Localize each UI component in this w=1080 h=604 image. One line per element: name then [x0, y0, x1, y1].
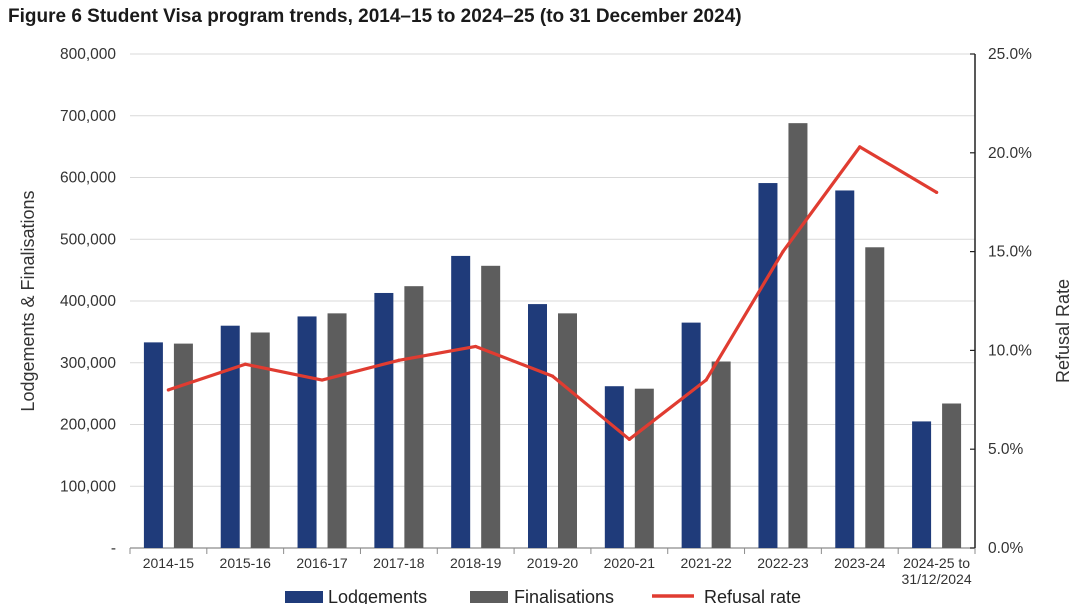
axes: [129, 53, 976, 554]
y-left-tick-label: 100,000: [60, 478, 116, 495]
x-tick-label: 2021-22: [680, 555, 732, 571]
lodgements-bar: [835, 190, 855, 548]
y-left-tick-label: 300,000: [60, 355, 116, 372]
y-right-tick-label: 25.0%: [988, 46, 1032, 63]
chart-title: Figure 6 Student Visa program trends, 20…: [8, 6, 742, 27]
watermark-text: 大数跨境: [40, 568, 104, 587]
refusal-rate-point: [320, 378, 324, 382]
finalisations-bar: [634, 388, 654, 548]
lodgements-bar: [758, 183, 778, 548]
refusal-rate-point: [934, 190, 939, 194]
finalisations-bar: [942, 403, 962, 548]
legend: Lodgements Finalisations Refusal rate: [285, 587, 801, 604]
finalisations-bar: [250, 332, 270, 548]
x-tick-label: 2014-15: [143, 555, 195, 571]
y-left-tick-label: 400,000: [60, 293, 116, 310]
x-tick-label: 2016-17: [296, 555, 348, 571]
lodgements-bar: [528, 304, 547, 548]
legend-swatch-lodgements: [285, 591, 323, 603]
x-tick-label: 31/12/2024: [902, 571, 972, 587]
y-left-tick-label: 700,000: [60, 108, 116, 125]
y-left-tick-label: 600,000: [60, 170, 116, 187]
refusal-rate-point: [397, 358, 401, 362]
refusal-rate-line-group: [166, 145, 939, 441]
watermark-logo-icon: [10, 567, 30, 587]
finalisations-bar: [711, 361, 731, 548]
y-left-axis-title: Lodgements & Finalisations: [18, 190, 38, 411]
x-tick-label: 2022-23: [757, 555, 809, 571]
finalisations-bar: [558, 313, 577, 548]
lodgements-bar: [912, 421, 932, 548]
refusal-rate-point: [858, 145, 862, 149]
x-tick-label: 2023-24: [834, 555, 886, 571]
y-right-tick-label: 20.0%: [988, 145, 1032, 162]
lodgements-bar: [451, 255, 471, 549]
x-tick-label: 2020-21: [604, 555, 656, 571]
finalisations-bar: [327, 313, 347, 548]
y-left-tick-label: -: [111, 540, 116, 557]
finalisations-bar: [865, 247, 885, 548]
finalisations-bar: [481, 265, 501, 548]
lodgements-bar: [374, 292, 394, 548]
legend-swatch-finalisations: [470, 591, 508, 603]
legend-label: Lodgements: [328, 587, 427, 604]
refusal-rate-point: [243, 362, 247, 366]
finalisations-bar: [173, 343, 193, 548]
y-right-tick-label: 10.0%: [988, 342, 1032, 359]
y-right-tick-label: 0.0%: [988, 540, 1024, 557]
lodgements-bar: [220, 325, 240, 548]
y-right-axis-title: Refusal Rate: [1053, 279, 1073, 383]
refusal-rate-line: [166, 145, 939, 441]
x-tick-label: 2017-18: [373, 555, 425, 571]
y-left-tick-label: 800,000: [60, 46, 116, 63]
tick-labels: - 100,000 200,000 300,000 400,000 500,000 600,…: [18, 46, 1073, 587]
refusal-rate-point: [550, 374, 555, 378]
bars: [143, 123, 962, 549]
gridlines: [130, 53, 975, 487]
y-right-tick-label: 15.0%: [988, 244, 1032, 261]
y-left-tick-label: 500,000: [60, 231, 116, 248]
x-tick-label: 2015-16: [220, 555, 272, 571]
x-tick-label: 2018-19: [450, 555, 502, 571]
lodgements-bar: [297, 316, 317, 548]
legend-label: Finalisations: [514, 587, 614, 604]
x-tick-label: 2024-25 to: [903, 555, 970, 571]
refusal-rate-point: [704, 378, 708, 382]
lodgements-bar: [681, 322, 701, 548]
lodgements-bar: [143, 342, 163, 548]
y-right-tick-label: 5.0%: [988, 441, 1024, 458]
refusal-rate-point: [627, 437, 631, 441]
lodgements-bar: [604, 386, 624, 548]
watermark: 大数跨境: [10, 567, 104, 587]
finalisations-bar: [404, 286, 424, 548]
refusal-rate-point: [474, 344, 478, 349]
legend-label: Refusal rate: [704, 587, 801, 604]
refusal-rate-point: [781, 250, 785, 254]
refusal-rate-point: [166, 388, 171, 392]
finalisations-bar: [788, 123, 808, 548]
y-left-tick-label: 200,000: [60, 417, 116, 434]
x-tick-label: 2019-20: [527, 555, 579, 571]
